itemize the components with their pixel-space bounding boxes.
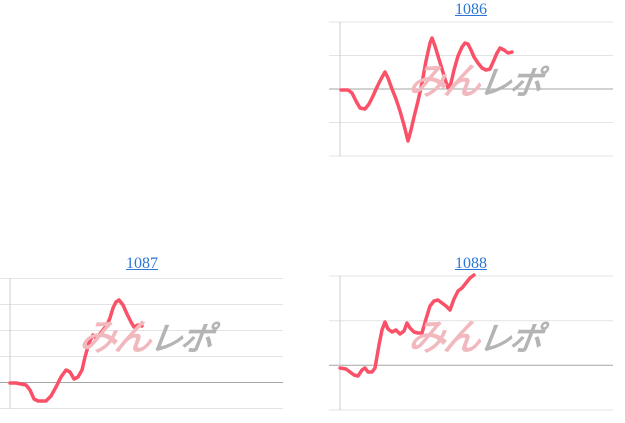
series-line-1088 [338, 273, 476, 378]
chart-link-1087[interactable]: 1087 [126, 255, 158, 272]
chart-link-1088[interactable]: 1088 [455, 255, 487, 272]
chart-title-1087: 1087 [0, 254, 284, 274]
chart-title-1086: 1086 [329, 0, 613, 20]
series-line-1087 [8, 298, 144, 403]
series-line-1086 [339, 36, 514, 143]
chart-title-1088: 1088 [329, 254, 613, 274]
chart-link-1086[interactable]: 1086 [455, 1, 487, 18]
